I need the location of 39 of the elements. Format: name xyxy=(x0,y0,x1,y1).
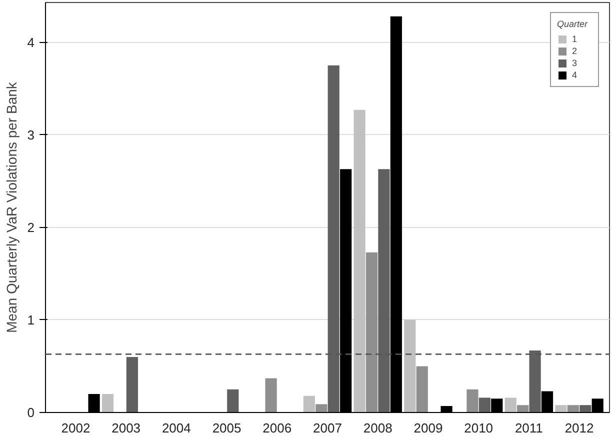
y-tick-label: 1 xyxy=(27,312,35,328)
y-axis-title: Mean Quarterly VaR Violations per Bank xyxy=(3,81,20,333)
bar xyxy=(555,405,567,412)
x-tick-label: 2002 xyxy=(61,420,90,436)
bar xyxy=(316,404,328,412)
x-tick-label: 2008 xyxy=(363,420,392,436)
legend-label: 2 xyxy=(572,46,578,56)
bar xyxy=(416,366,428,412)
x-tick-label: 2007 xyxy=(313,420,342,436)
y-tick-label: 0 xyxy=(27,405,35,420)
bar xyxy=(265,378,277,412)
x-tick-label: 2006 xyxy=(262,420,292,436)
bar xyxy=(354,110,366,412)
legend-title: Quarter xyxy=(557,19,589,29)
y-tick-label: 3 xyxy=(27,127,35,142)
bar xyxy=(580,405,592,412)
x-tick-label: 2010 xyxy=(464,420,494,436)
x-tick-label: 2003 xyxy=(112,420,141,436)
x-tick-label: 2011 xyxy=(514,420,543,436)
legend-label: 3 xyxy=(572,58,578,68)
x-tick-label: 2005 xyxy=(212,420,242,436)
bar xyxy=(404,320,416,412)
x-tick-label: 2012 xyxy=(564,420,594,436)
y-tick-label: 4 xyxy=(27,34,35,50)
bar xyxy=(567,405,579,412)
y-tick-label: 2 xyxy=(27,220,35,235)
x-tick-label: 2004 xyxy=(162,420,191,436)
bar xyxy=(366,252,378,412)
bar xyxy=(478,398,490,412)
bar xyxy=(517,405,529,412)
x-tick-label: 2009 xyxy=(414,420,443,436)
bar xyxy=(504,398,516,412)
legend-label: 4 xyxy=(572,70,578,80)
bar xyxy=(466,389,478,412)
bar xyxy=(102,394,114,412)
bar xyxy=(227,389,239,412)
bar xyxy=(126,356,138,412)
legend-label: 1 xyxy=(572,34,578,44)
bar xyxy=(303,396,315,412)
